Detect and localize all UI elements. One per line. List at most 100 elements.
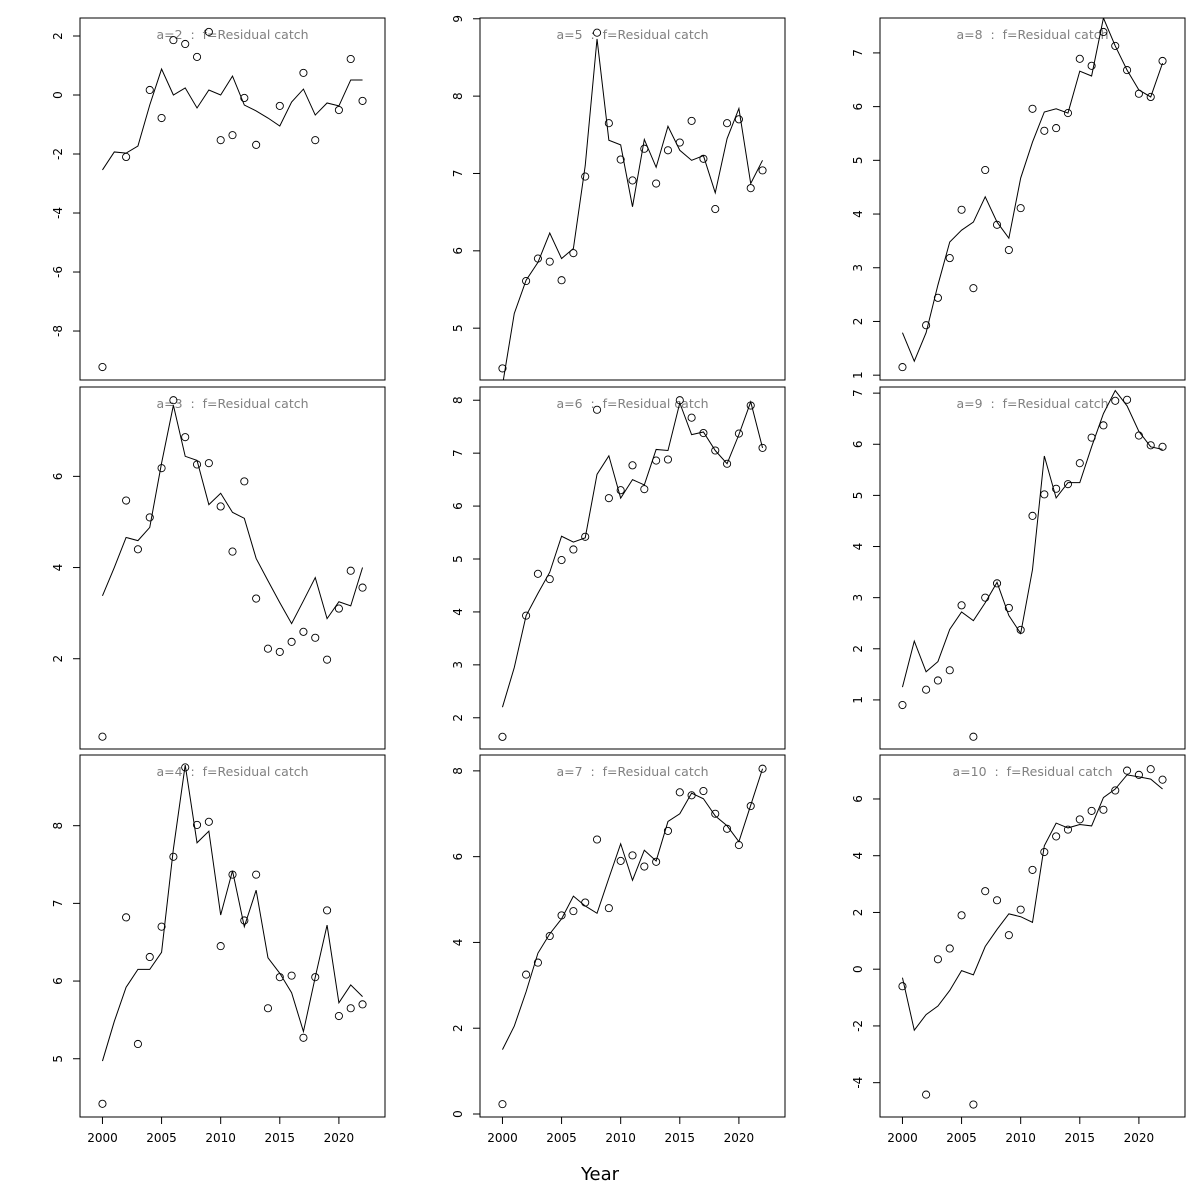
x-tick-label: 2010: [1005, 1131, 1036, 1145]
panel-frame: [479, 754, 786, 1118]
observed-point: [228, 131, 237, 140]
observed-point: [711, 809, 720, 818]
panel-frame: [879, 386, 1186, 750]
x-tick-label: 2005: [146, 1131, 177, 1145]
observed-point: [581, 532, 590, 541]
y-tick-label: -2: [851, 1020, 865, 1032]
panel-title: a=2 : f=Residual catch: [156, 27, 308, 42]
observed-point: [687, 791, 696, 800]
observed-point: [699, 786, 708, 796]
observed-point: [1158, 56, 1167, 66]
x-tick-label: 2020: [724, 1131, 755, 1145]
observed-point: [663, 826, 673, 835]
panel: a=9 : f=Residual catch 1 2 3 4 5 6 7: [851, 386, 1186, 750]
observed-point: [1146, 765, 1155, 774]
observed-point: [1158, 442, 1167, 451]
y-tick-label: 6: [851, 103, 865, 111]
panel-title: a=4 : f=Residual catch: [156, 764, 308, 779]
observed-point: [1111, 786, 1120, 795]
y-tick-label: 0: [451, 1110, 465, 1118]
observed-point: [981, 593, 990, 602]
x-tick-label: 2000: [887, 1131, 918, 1145]
observed-point: [652, 857, 661, 866]
observed-point: [969, 284, 978, 293]
observed-point: [311, 136, 320, 145]
observed-point: [1004, 931, 1013, 940]
observed-point: [569, 907, 578, 916]
y-tick-label: 2: [851, 318, 865, 326]
observed-point: [675, 788, 684, 797]
observed-point: [957, 911, 966, 920]
observed-point: [992, 220, 1002, 229]
observed-point: [1004, 245, 1013, 255]
y-tick-label: 7: [451, 170, 465, 178]
x-tick-label: 2005: [546, 1131, 577, 1145]
panel-title: a=9 : f=Residual catch: [956, 396, 1108, 411]
y-tick-label: 5: [851, 492, 865, 500]
observed-point: [663, 455, 673, 464]
y-tick-label: 8: [451, 396, 465, 404]
observed-point: [1111, 41, 1120, 50]
observed-point: [299, 68, 308, 77]
panel-frame: [79, 17, 386, 381]
observed-point: [981, 165, 990, 175]
y-tick-label: 6: [451, 502, 465, 510]
y-tick-label: -6: [51, 266, 65, 278]
observed-point: [616, 856, 625, 865]
panel: a=7 : f=Residual catch 0 2 4 6 8 2000 2005 2010 2…: [451, 754, 786, 1145]
x-tick-label: 2000: [87, 1131, 118, 1145]
observed-point: [557, 276, 566, 285]
x-tick-label: 2005: [946, 1131, 977, 1145]
observed-point: [1040, 847, 1049, 857]
y-tick-label: 6: [51, 473, 65, 481]
fitted-line: [101, 405, 364, 625]
observed-point: [311, 973, 320, 982]
observed-point: [711, 446, 720, 455]
observed-point: [652, 456, 661, 465]
observed-point: [228, 870, 237, 879]
observed-point: [133, 545, 142, 554]
observed-point: [1123, 395, 1132, 404]
panel: a=2 : f=Residual catch -8 -6 -4 -2 0 2: [51, 17, 386, 381]
observed-point: [628, 176, 637, 185]
observed-point: [1052, 832, 1061, 841]
observed-point: [699, 428, 708, 438]
panel-frame: [879, 754, 1186, 1118]
panel-frame: [879, 17, 1186, 381]
panel-title: a=7 : f=Residual catch: [556, 764, 708, 779]
x-tick-label: 2020: [1124, 1131, 1155, 1145]
observed-point: [181, 39, 190, 49]
observed-point: [922, 321, 931, 330]
y-tick-label: 2: [451, 714, 465, 722]
y-tick-label: 7: [851, 49, 865, 57]
observed-point: [1134, 89, 1143, 98]
y-tick-label: 3: [851, 264, 865, 272]
observed-point: [216, 136, 225, 145]
panel: a=6 : f=Residual catch 2 3 4 5 6 7 8: [451, 386, 786, 750]
observed-point: [204, 27, 213, 36]
observed-point: [992, 896, 1002, 905]
observed-point: [98, 732, 107, 741]
observed-point: [957, 601, 966, 610]
observed-point: [604, 119, 613, 128]
observed-point: [122, 152, 131, 162]
observed-point: [346, 54, 355, 64]
observed-point: [734, 429, 743, 438]
y-tick-label: 7: [451, 449, 465, 457]
observed-point: [663, 146, 673, 155]
observed-point: [1158, 775, 1167, 784]
y-tick-label: 9: [451, 15, 465, 23]
observed-point: [1028, 511, 1037, 520]
observed-point: [216, 502, 225, 511]
observed-point: [1134, 770, 1143, 779]
x-tick-label: 2015: [1065, 1131, 1096, 1145]
observed-point: [181, 763, 190, 772]
y-tick-label: -4: [51, 207, 65, 219]
y-tick-label: 6: [851, 795, 865, 803]
observed-point: [1099, 421, 1108, 430]
observed-point: [1075, 54, 1084, 63]
observed-point: [522, 611, 531, 620]
observed-point: [734, 115, 743, 124]
observed-point: [746, 184, 755, 193]
y-tick-label: 4: [851, 852, 865, 860]
